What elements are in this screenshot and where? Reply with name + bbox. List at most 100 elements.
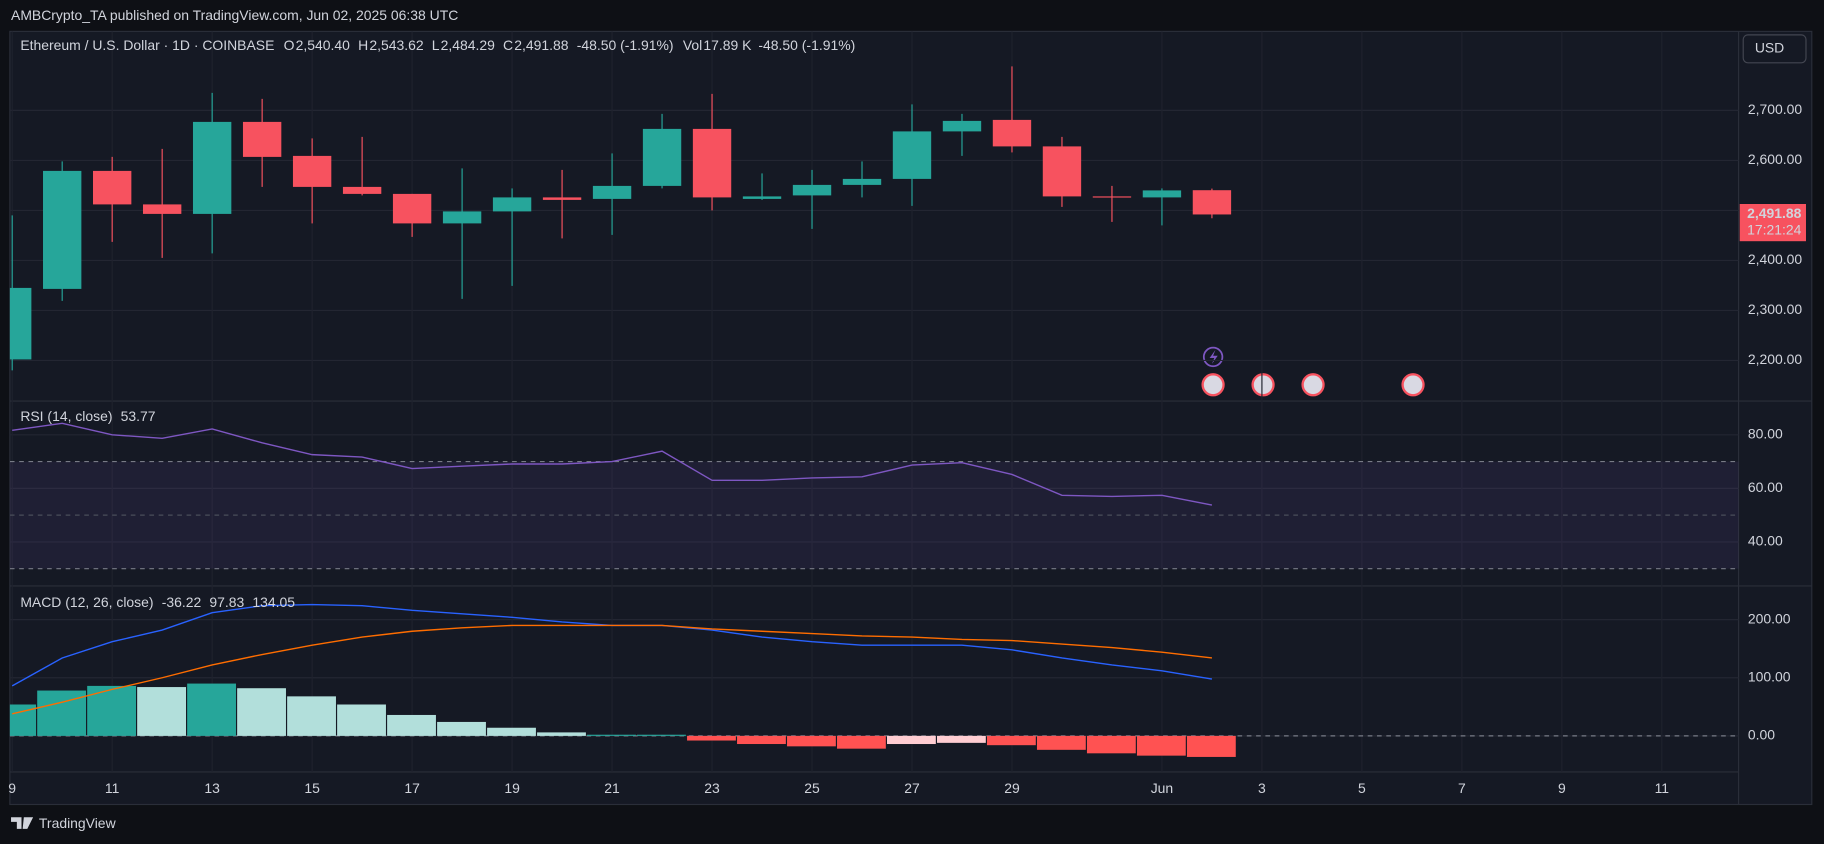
histogram-bar	[687, 735, 736, 741]
legend-text: 2,491.88	[514, 37, 569, 53]
candle-body	[692, 128, 732, 198]
candle-body	[842, 178, 882, 185]
x-tick-label: 13	[204, 780, 220, 796]
candle-body	[1142, 190, 1182, 198]
y-tick-label: 80.00	[1748, 425, 1783, 441]
legend-text: H	[358, 37, 368, 53]
y-tick-label: 2,200.00	[1748, 351, 1803, 367]
x-tick-label: 7	[1458, 780, 1466, 796]
events	[1201, 346, 1425, 397]
publisher-line: AMBCrypto_TA published on TradingView.co…	[11, 7, 458, 23]
legend-text: Ethereum / U.S. Dollar · 1D · COINBASE	[20, 37, 274, 53]
candle-body	[43, 170, 82, 289]
histogram-bar	[337, 704, 386, 736]
rsi-line	[12, 422, 1213, 506]
countdown-label: 17:21:24	[1747, 221, 1802, 237]
histogram-bar	[1186, 735, 1236, 757]
histogram-bar	[387, 714, 436, 736]
candle-body	[492, 197, 532, 212]
histogram-bar	[587, 734, 636, 736]
y-tick-label: 200.00	[1748, 610, 1791, 626]
candle-body	[742, 196, 782, 199]
currency-button[interactable]	[1742, 34, 1807, 64]
candle-body	[92, 170, 132, 205]
candle-body	[1192, 190, 1232, 215]
event-flag[interactable]	[1301, 373, 1325, 397]
histogram-bar	[487, 727, 536, 736]
histogram-bar	[137, 687, 186, 736]
legend-text: 134.05	[252, 594, 295, 610]
macd-line	[12, 624, 1213, 715]
histogram-bar	[737, 735, 786, 745]
x-tick-label: 27	[904, 780, 920, 796]
x-tick-label: Jun	[1151, 780, 1173, 796]
y-tick-label: 2,600.00	[1748, 151, 1803, 167]
legend-text: 2,540.40	[296, 37, 351, 53]
candle-body	[1042, 146, 1082, 197]
legend-text: RSI (14, close)	[20, 408, 112, 424]
legend-text: L	[432, 37, 440, 53]
histogram-bar	[187, 683, 236, 736]
x-tick-label: 21	[604, 780, 620, 796]
event-flag[interactable]	[1401, 373, 1425, 397]
candle-body	[992, 119, 1032, 147]
histogram-bar	[936, 735, 986, 743]
candle-body	[1092, 196, 1132, 198]
histogram-bar	[237, 688, 286, 736]
candle-body	[642, 128, 682, 186]
y-tick-label: 40.00	[1748, 533, 1783, 549]
x-tick-label: 25	[804, 780, 820, 796]
x-tick-label: 15	[304, 780, 320, 796]
y-tick-label: 2,700.00	[1748, 101, 1803, 117]
histogram-bar	[1086, 735, 1136, 754]
footer-brand: TradingView	[39, 815, 117, 831]
legend-text: 53.77	[121, 408, 156, 424]
y-tick-label: 100.00	[1748, 668, 1791, 684]
x-tick-label: 9	[1558, 780, 1566, 796]
histogram-bar	[287, 696, 336, 736]
legend-text: Vol	[683, 37, 702, 53]
currency-label[interactable]: USD	[1755, 40, 1784, 56]
rsi-band	[9, 461, 1739, 569]
legend-text: -36.22	[162, 594, 202, 610]
candle-body	[142, 204, 182, 214]
candle-body	[192, 121, 232, 214]
legend-text: C	[503, 37, 513, 53]
histogram-bar	[837, 735, 886, 749]
legend-text: -48.50 (-1.91%)	[577, 37, 674, 53]
y-tick-label: 2,400.00	[1748, 251, 1803, 267]
footer-logo	[11, 817, 34, 829]
x-tick-label: 5	[1358, 780, 1366, 796]
x-tick-label: 11	[105, 780, 120, 796]
legend-text: O	[284, 37, 295, 53]
histogram-bar	[986, 735, 1036, 746]
event-glyph	[1209, 349, 1218, 364]
histogram-bar	[787, 735, 836, 747]
histogram-bar	[537, 732, 586, 736]
event-flag[interactable]	[1201, 373, 1225, 397]
last-price-label: 2,491.88	[1747, 205, 1802, 221]
candle-body	[942, 120, 982, 132]
histogram-bar	[1036, 735, 1086, 750]
event-flag[interactable]	[1251, 373, 1275, 397]
candle-body	[342, 186, 382, 194]
histogram-bar	[637, 734, 686, 736]
histogram-bar	[887, 735, 936, 745]
legend-text: 2,484.29	[441, 37, 496, 53]
candle-body	[892, 131, 932, 179]
candle-body	[592, 185, 632, 199]
candle-body	[292, 155, 332, 187]
candle-body	[442, 211, 482, 224]
legend-text: 97.83	[209, 594, 244, 610]
x-tick-label: 19	[504, 780, 520, 796]
x-tick-label: 17	[404, 780, 420, 796]
y-tick-label: 60.00	[1748, 479, 1783, 495]
legend-text: 2,543.62	[369, 37, 424, 53]
legend-text: -48.50 (-1.91%)	[758, 37, 855, 53]
x-tick-label: 11	[1655, 780, 1670, 796]
histogram-bar	[437, 721, 486, 736]
x-tick-label: 9	[8, 780, 16, 796]
plots	[9, 31, 1739, 772]
